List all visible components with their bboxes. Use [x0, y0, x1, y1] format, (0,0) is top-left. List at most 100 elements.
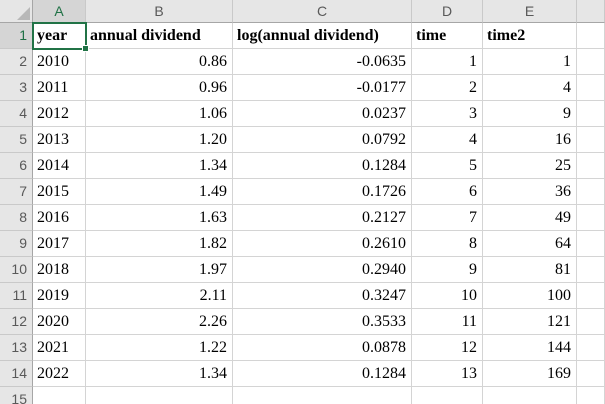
row-header-7[interactable]: 7: [0, 179, 33, 205]
row-header-3[interactable]: 3: [0, 75, 33, 101]
cell-A4[interactable]: 2012: [33, 101, 86, 127]
cell-B6[interactable]: 1.34: [86, 153, 233, 179]
cell-D13[interactable]: 12: [412, 335, 483, 361]
row-header-10[interactable]: 10: [0, 257, 33, 283]
fill-handle[interactable]: [82, 45, 89, 52]
cell-D6[interactable]: 5: [412, 153, 483, 179]
row-header-6[interactable]: 6: [0, 153, 33, 179]
cell-C8[interactable]: 0.2127: [233, 205, 412, 231]
row-header-2[interactable]: 2: [0, 49, 33, 75]
row-header-1[interactable]: 1: [0, 23, 33, 49]
cell-partial-14[interactable]: [577, 361, 605, 387]
column-header-B[interactable]: B: [86, 0, 233, 23]
cell-E10[interactable]: 81: [483, 257, 577, 283]
cell-E15[interactable]: [483, 387, 577, 404]
cell-A1[interactable]: year: [33, 23, 86, 49]
cell-E11[interactable]: 100: [483, 283, 577, 309]
row-header-8[interactable]: 8: [0, 205, 33, 231]
select-all-corner[interactable]: [0, 0, 33, 23]
cell-E8[interactable]: 49: [483, 205, 577, 231]
cell-E6[interactable]: 25: [483, 153, 577, 179]
cell-D11[interactable]: 10: [412, 283, 483, 309]
cell-B11[interactable]: 2.11: [86, 283, 233, 309]
cell-A10[interactable]: 2018: [33, 257, 86, 283]
cell-C11[interactable]: 0.3247: [233, 283, 412, 309]
cell-D15[interactable]: [412, 387, 483, 404]
cell-E4[interactable]: 9: [483, 101, 577, 127]
cell-B9[interactable]: 1.82: [86, 231, 233, 257]
cell-E12[interactable]: 121: [483, 309, 577, 335]
cell-A6[interactable]: 2014: [33, 153, 86, 179]
cell-C6[interactable]: 0.1284: [233, 153, 412, 179]
column-header-A[interactable]: A: [33, 0, 86, 23]
cell-partial-2[interactable]: [577, 49, 605, 75]
column-header-C[interactable]: C: [233, 0, 412, 23]
cell-E3[interactable]: 4: [483, 75, 577, 101]
cell-D9[interactable]: 8: [412, 231, 483, 257]
cell-B10[interactable]: 1.97: [86, 257, 233, 283]
cell-partial-13[interactable]: [577, 335, 605, 361]
cell-A2[interactable]: 2010: [33, 49, 86, 75]
cell-partial-11[interactable]: [577, 283, 605, 309]
cell-D7[interactable]: 6: [412, 179, 483, 205]
cell-partial-9[interactable]: [577, 231, 605, 257]
row-header-4[interactable]: 4: [0, 101, 33, 127]
row-header-13[interactable]: 13: [0, 335, 33, 361]
cell-E1[interactable]: time2: [483, 23, 577, 49]
cell-E7[interactable]: 36: [483, 179, 577, 205]
cell-C1[interactable]: log(annual dividend): [233, 23, 412, 49]
cell-A7[interactable]: 2015: [33, 179, 86, 205]
cell-E2[interactable]: 1: [483, 49, 577, 75]
cell-D12[interactable]: 11: [412, 309, 483, 335]
cell-B5[interactable]: 1.20: [86, 127, 233, 153]
column-header-partial[interactable]: [577, 0, 605, 23]
cell-C15[interactable]: [233, 387, 412, 404]
cell-D14[interactable]: 13: [412, 361, 483, 387]
cell-B7[interactable]: 1.49: [86, 179, 233, 205]
cell-B3[interactable]: 0.96: [86, 75, 233, 101]
cell-partial-8[interactable]: [577, 205, 605, 231]
cell-D8[interactable]: 7: [412, 205, 483, 231]
row-header-9[interactable]: 9: [0, 231, 33, 257]
cell-A3[interactable]: 2011: [33, 75, 86, 101]
cell-partial-5[interactable]: [577, 127, 605, 153]
cell-partial-4[interactable]: [577, 101, 605, 127]
cell-B12[interactable]: 2.26: [86, 309, 233, 335]
cell-partial-3[interactable]: [577, 75, 605, 101]
cell-partial-10[interactable]: [577, 257, 605, 283]
cell-A14[interactable]: 2022: [33, 361, 86, 387]
cell-A8[interactable]: 2016: [33, 205, 86, 231]
cell-C12[interactable]: 0.3533: [233, 309, 412, 335]
cell-B8[interactable]: 1.63: [86, 205, 233, 231]
cell-C3[interactable]: -0.0177: [233, 75, 412, 101]
cell-D10[interactable]: 9: [412, 257, 483, 283]
cell-C9[interactable]: 0.2610: [233, 231, 412, 257]
cell-B13[interactable]: 1.22: [86, 335, 233, 361]
cell-A11[interactable]: 2019: [33, 283, 86, 309]
cell-E5[interactable]: 16: [483, 127, 577, 153]
cell-C13[interactable]: 0.0878: [233, 335, 412, 361]
cell-B14[interactable]: 1.34: [86, 361, 233, 387]
cell-B2[interactable]: 0.86: [86, 49, 233, 75]
row-header-15[interactable]: 15: [0, 387, 33, 404]
cell-E14[interactable]: 169: [483, 361, 577, 387]
cell-C2[interactable]: -0.0635: [233, 49, 412, 75]
column-header-E[interactable]: E: [483, 0, 577, 23]
column-header-D[interactable]: D: [412, 0, 483, 23]
cell-D5[interactable]: 4: [412, 127, 483, 153]
cell-partial-12[interactable]: [577, 309, 605, 335]
cell-C7[interactable]: 0.1726: [233, 179, 412, 205]
cell-D1[interactable]: time: [412, 23, 483, 49]
cell-B4[interactable]: 1.06: [86, 101, 233, 127]
cell-A13[interactable]: 2021: [33, 335, 86, 361]
row-header-5[interactable]: 5: [0, 127, 33, 153]
cell-partial-6[interactable]: [577, 153, 605, 179]
cell-E9[interactable]: 64: [483, 231, 577, 257]
cell-A5[interactable]: 2013: [33, 127, 86, 153]
cell-A9[interactable]: 2017: [33, 231, 86, 257]
cell-D2[interactable]: 1: [412, 49, 483, 75]
cell-C5[interactable]: 0.0792: [233, 127, 412, 153]
cell-partial-7[interactable]: [577, 179, 605, 205]
cell-partial-15[interactable]: [577, 387, 605, 404]
row-header-11[interactable]: 11: [0, 283, 33, 309]
